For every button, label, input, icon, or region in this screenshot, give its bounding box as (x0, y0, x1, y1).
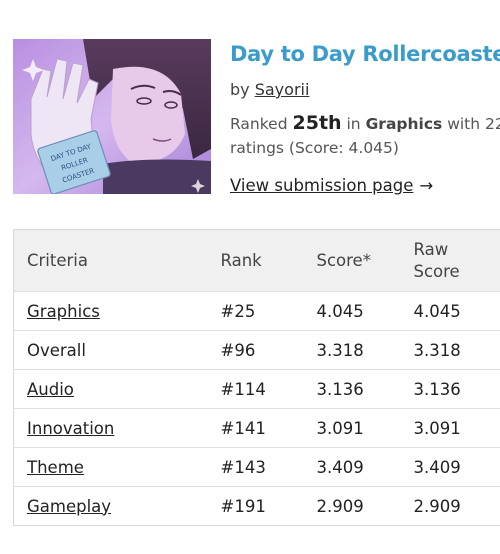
header-criteria: Criteria (27, 250, 88, 270)
table-header-row: Criteria Rank Score* Raw Score (13, 229, 500, 292)
table-row: Theme #143 3.409 3.409 (13, 447, 500, 487)
criteria-cell[interactable]: Graphics (13, 291, 208, 331)
rank-cell: #25 (207, 291, 304, 331)
table-row: Audio #114 3.136 3.136 (13, 369, 500, 409)
criteria-cell[interactable]: Innovation (13, 408, 208, 448)
right-arrow-icon: → (419, 176, 434, 195)
ratings-text-1: with 22 (447, 115, 500, 133)
cover-illustration: DAY TO DAY ROLLER COASTER (13, 39, 211, 194)
rank-summary: Ranked 25th in Graphics with 22 ratings … (230, 111, 500, 160)
results-table: Criteria Rank Score* Raw Score Graphics #… (13, 229, 500, 526)
criteria-link[interactable]: Innovation (27, 418, 115, 438)
raw-score-cell: 3.318 (400, 330, 500, 370)
ratings-text-2: ratings (Score: 4.045) (230, 139, 399, 157)
table-row: Innovation #141 3.091 3.091 (13, 408, 500, 448)
game-title[interactable]: Day to Day Rollercoaster (230, 42, 500, 66)
score-cell: 3.136 (303, 369, 401, 409)
criteria-link[interactable]: Theme (27, 457, 84, 477)
author-line: by Sayorii (230, 79, 500, 101)
raw-score-cell: 3.091 (400, 408, 500, 448)
criteria-cell[interactable]: Gameplay (13, 486, 208, 526)
score-cell: 4.045 (303, 291, 401, 331)
table-body: Graphics #25 4.045 4.045 Overall #96 3.318 3.31… (13, 291, 500, 526)
criteria-link[interactable]: Graphics (27, 301, 100, 321)
raw-score-cell: 2.909 (400, 486, 500, 526)
score-cell: 3.318 (303, 330, 401, 370)
raw-score-cell: 3.136 (400, 369, 500, 409)
rank-category: Graphics (365, 115, 443, 133)
by-prefix: by (230, 80, 250, 99)
table-row: Overall #96 3.318 3.318 (13, 330, 500, 370)
overall-rank-value: 25th (292, 112, 342, 134)
criteria-cell[interactable]: Audio (13, 369, 208, 409)
in-word: in (346, 115, 361, 133)
table-row: Graphics #25 4.045 4.045 (13, 291, 500, 331)
score-cell: 3.409 (303, 447, 401, 487)
raw-score-cell: 4.045 (400, 291, 500, 331)
view-submission[interactable]: View submission page → (230, 174, 500, 198)
criteria-cell[interactable]: Theme (13, 447, 208, 487)
header-raw-score: Raw Score (401, 230, 500, 292)
criteria-link[interactable]: Gameplay (27, 496, 112, 516)
author-link[interactable]: Sayorii (254, 80, 310, 99)
results-table-container: Criteria Rank Score* Raw Score Graphics #… (13, 229, 500, 526)
criteria-cell: Overall (13, 330, 208, 370)
game-cover-image[interactable]: DAY TO DAY ROLLER COASTER (13, 39, 211, 194)
raw-score-cell: 3.409 (400, 447, 500, 487)
game-info: Day to Day Rollercoaster by Sayorii Rank… (230, 39, 500, 198)
view-submission-link[interactable]: View submission page (230, 176, 414, 195)
table-row: Gameplay #191 2.909 2.909 (13, 486, 500, 526)
rank-cell: #96 (207, 330, 304, 370)
rank-cell: #191 (207, 486, 304, 526)
rank-cell: #141 (207, 408, 304, 448)
rank-cell: #114 (207, 369, 304, 409)
header-rank: Rank (220, 250, 262, 270)
header-score: Score* (316, 250, 371, 270)
score-cell: 3.091 (303, 408, 401, 448)
score-cell: 2.909 (303, 486, 401, 526)
header-raw-line2: Score (413, 261, 460, 281)
ranked-prefix: Ranked (230, 115, 288, 133)
criteria-link[interactable]: Audio (27, 379, 74, 399)
header-raw-line1: Raw (413, 239, 449, 259)
rank-cell: #143 (207, 447, 304, 487)
